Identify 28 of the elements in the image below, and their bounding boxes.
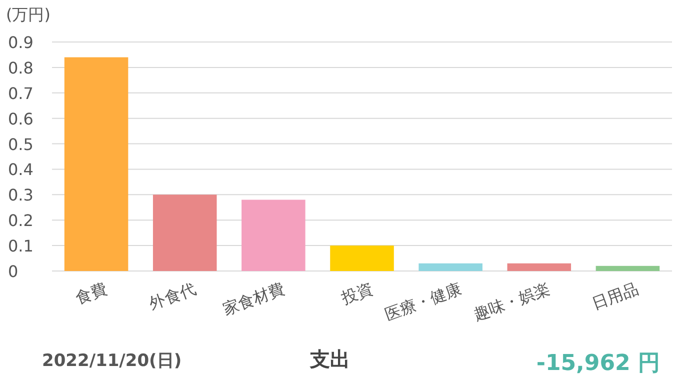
x-tick-label: 趣味・娯楽 [470, 278, 553, 324]
y-tick-label: 0.8 [8, 58, 34, 78]
y-tick-label: 0.4 [8, 160, 34, 180]
x-tick-label: 食費 [73, 278, 110, 308]
bar [596, 266, 660, 271]
bar [418, 263, 482, 271]
y-axis-title: (万円) [6, 5, 50, 24]
bar [152, 194, 217, 271]
y-tick-label: 0.6 [8, 109, 34, 128]
bar [507, 263, 572, 271]
x-tick-label: 家食材費 [220, 278, 287, 319]
x-tick-label: 医療・健康 [382, 278, 464, 324]
y-tick-label: 0.1 [8, 236, 34, 256]
y-tick-label: 0.2 [8, 211, 34, 230]
x-tick-label: 日用品 [589, 278, 642, 314]
y-tick-label: 0 [8, 262, 18, 281]
bar [242, 200, 306, 271]
y-tick-label: 0.3 [8, 186, 34, 205]
text: 支出 [309, 347, 350, 371]
x-tick-label: 投資 [338, 278, 376, 308]
x-tick-label: 外食代 [146, 278, 198, 314]
y-tick-label: 0.7 [8, 84, 34, 103]
y-tick-label: 0.5 [8, 134, 34, 154]
bar [330, 246, 394, 271]
bar [64, 57, 128, 271]
text: -15,962 円 [536, 351, 660, 376]
text: 2022/11/20(日) [42, 351, 182, 371]
y-tick-label: 0.9 [8, 33, 34, 52]
